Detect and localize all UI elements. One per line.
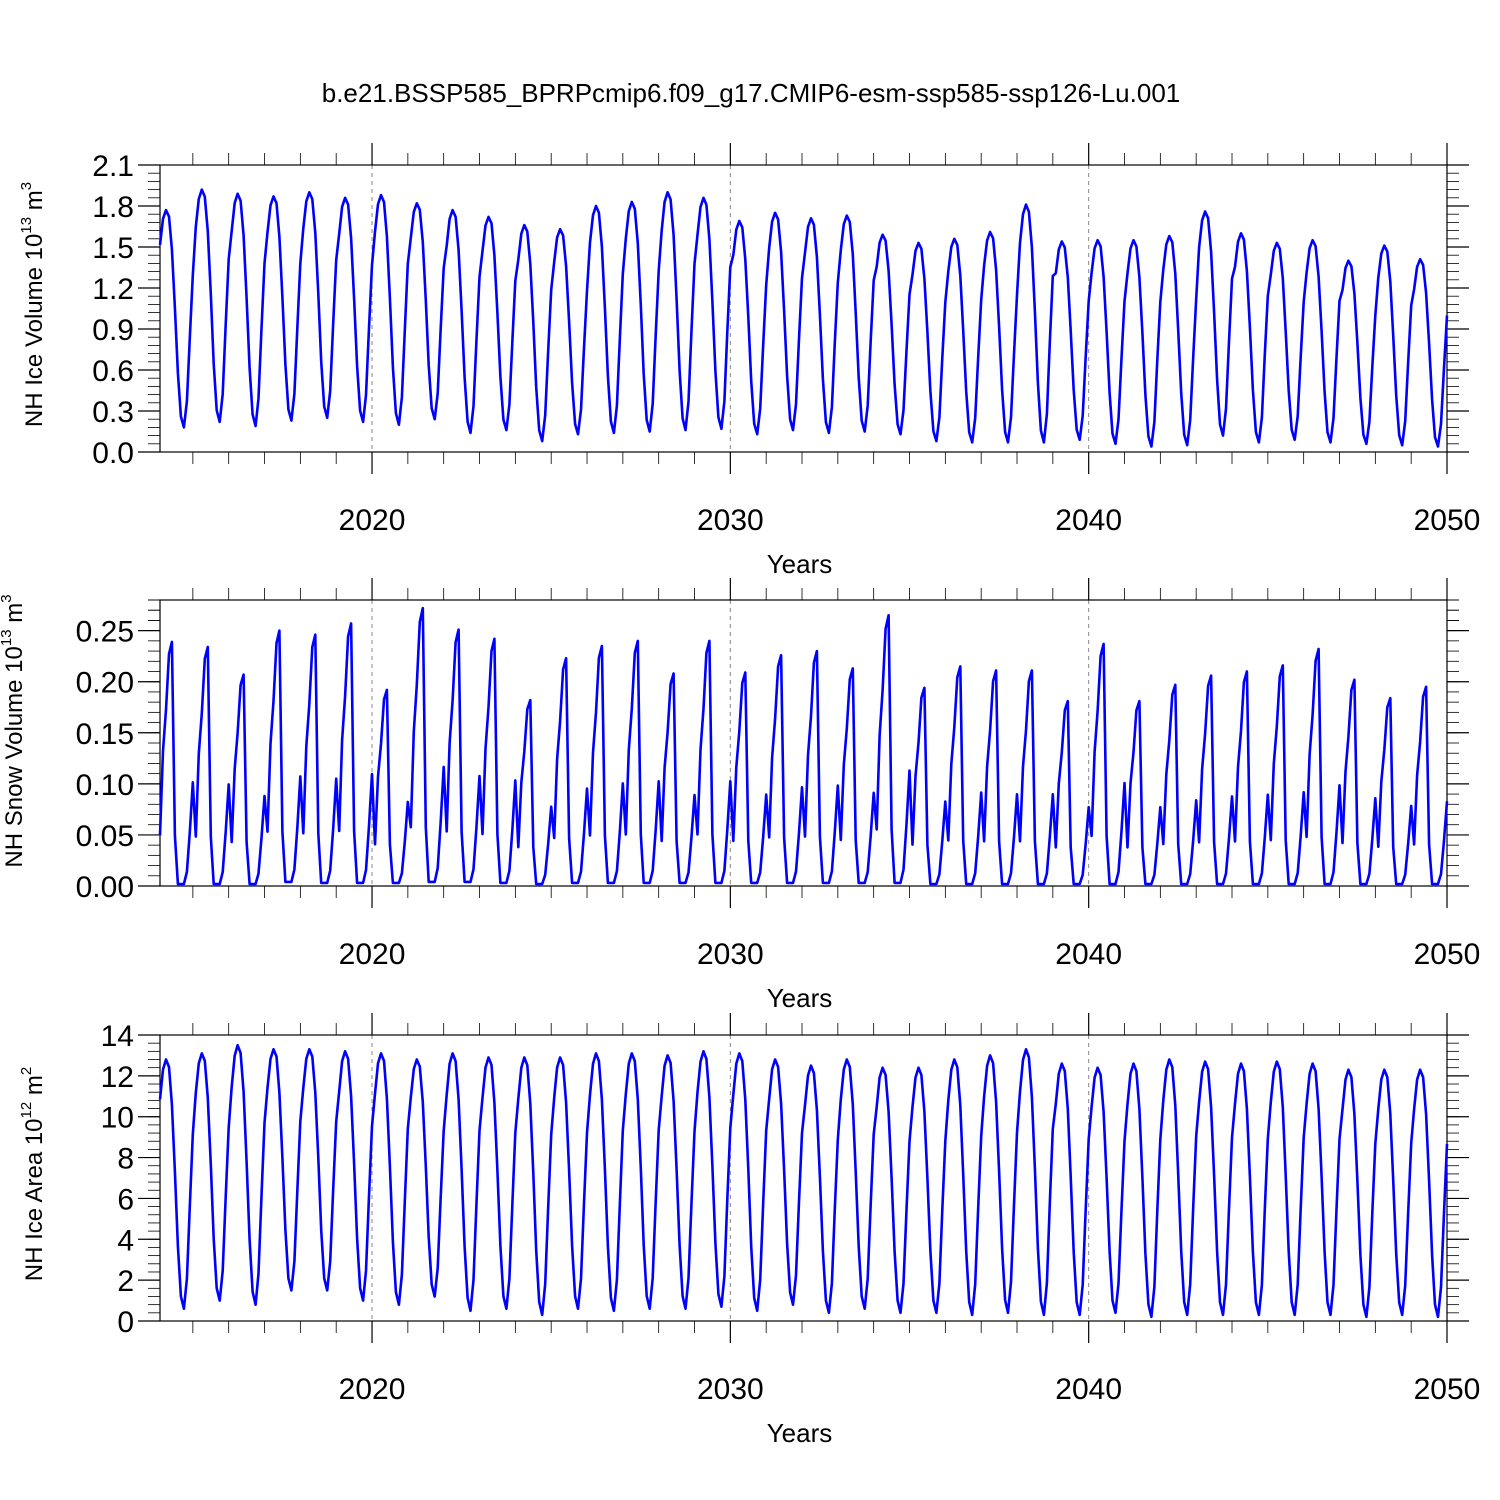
y-tick-label: 0.0	[92, 437, 134, 470]
plot-frame	[159, 164, 1448, 453]
series-line-ice-volume	[158, 188, 1449, 448]
y-axis-label: NH Ice Area 1012 m2	[18, 1067, 48, 1281]
x-tick-label: 2020	[339, 938, 406, 971]
y-tick-label: 0.25	[76, 616, 134, 649]
x-tick-label: 2020	[339, 1373, 406, 1406]
y-tick-label: 8	[117, 1143, 134, 1176]
y-tick-label: 0.3	[92, 396, 134, 429]
y-tick-label: 0.10	[76, 769, 134, 802]
y-tick-label: 6	[117, 1183, 134, 1216]
plot-frame	[159, 1034, 1448, 1322]
y-tick-label: 10	[101, 1102, 134, 1135]
panel-snow-volume: 0.00 0.05 0.10 0.15 0.20 0.25 2020 2030 2040 2050…	[0, 578, 1480, 1013]
y-tick-label: 0	[117, 1306, 134, 1339]
panel-ice-area: 0 2 4 6 8 10 12 14 2020 2030 2040 2050 Years NH Ice A…	[18, 1013, 1480, 1448]
y-tick-label: 0.9	[92, 314, 134, 347]
x-tick-label: 2030	[697, 504, 764, 537]
y-tick-label: 2.1	[92, 150, 134, 183]
x-tick-label: 2030	[697, 938, 764, 971]
y-tick-label: 0.15	[76, 718, 134, 751]
x-tick-label: 2050	[1414, 504, 1481, 537]
panel-ice-volume: 0.0 0.3 0.6 0.9 1.2 1.5 1.8 2.1 2020 2030 2040 2050…	[18, 143, 1480, 579]
y-tick-label: 4	[117, 1224, 134, 1257]
y-tick-label: 14	[101, 1020, 134, 1053]
y-tick-label: 12	[101, 1061, 134, 1094]
x-tick-label: 2050	[1414, 938, 1481, 971]
x-axis-label: Years	[767, 983, 833, 1013]
y-axis-label: NH Ice Volume 1013 m3	[18, 182, 48, 427]
chart-title: b.e21.BSSP585_BPRPcmip6.f09_g17.CMIP6-es…	[322, 78, 1181, 108]
x-axis-label: Years	[767, 1418, 833, 1448]
x-tick-label: 2040	[1055, 504, 1122, 537]
y-tick-label: 1.2	[92, 273, 134, 306]
y-tick-label: 0.6	[92, 355, 134, 388]
y-axis-label: NH Snow Volume 1013 m3	[0, 594, 28, 867]
series-line-snow-volume	[158, 606, 1449, 886]
y-tick-label: 0.05	[76, 820, 134, 853]
y-tick-label: 0.20	[76, 667, 134, 700]
x-tick-label: 2030	[697, 1373, 764, 1406]
x-tick-label: 2020	[339, 504, 406, 537]
y-tick-label: 0.00	[76, 871, 134, 904]
x-tick-label: 2040	[1055, 1373, 1122, 1406]
x-tick-label: 2040	[1055, 938, 1122, 971]
x-axis-label: Years	[767, 549, 833, 579]
y-tick-label: 2	[117, 1265, 134, 1298]
x-tick-label: 2050	[1414, 1373, 1481, 1406]
series-line-ice-area	[158, 1043, 1449, 1319]
y-tick-label: 1.5	[92, 232, 134, 265]
y-tick-label: 1.8	[92, 191, 134, 224]
